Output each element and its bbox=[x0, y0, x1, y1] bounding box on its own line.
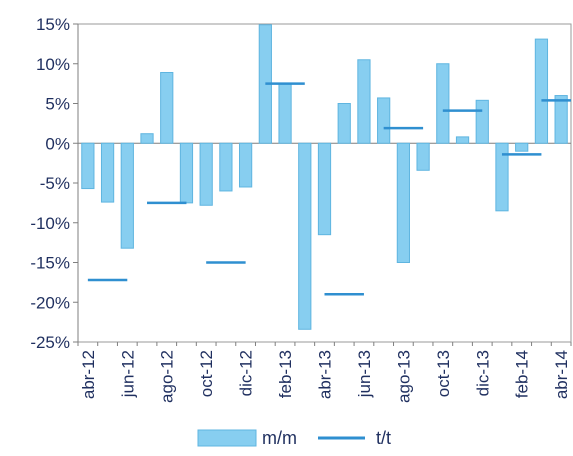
x-tick-label: abr-12 bbox=[79, 350, 98, 399]
bar-mm bbox=[377, 97, 391, 144]
bar-mm bbox=[416, 142, 430, 171]
line-series-tt bbox=[87, 82, 571, 296]
y-tick-label: 5% bbox=[45, 95, 70, 114]
bar-mm bbox=[534, 38, 549, 144]
y-tick-label: -25% bbox=[30, 333, 70, 352]
bar-mm bbox=[278, 83, 292, 144]
bar-mm bbox=[160, 71, 174, 144]
x-tick-label: oct-13 bbox=[434, 350, 453, 397]
bar-mm bbox=[455, 136, 470, 144]
y-tick-label: -20% bbox=[30, 293, 70, 312]
bar-mm bbox=[317, 142, 332, 236]
legend-label-tt: t/t bbox=[376, 428, 391, 448]
bar-mm bbox=[298, 142, 312, 330]
x-tick-label: jun-13 bbox=[355, 350, 374, 398]
bar-series-mm bbox=[81, 24, 568, 330]
bar-mm bbox=[81, 142, 95, 190]
x-tick-label: ago-13 bbox=[394, 350, 413, 403]
bar-mm bbox=[357, 59, 371, 144]
bar-mm bbox=[239, 142, 253, 188]
y-tick-label: 0% bbox=[45, 134, 70, 153]
bar-mm bbox=[337, 103, 351, 144]
y-tick-label: 15% bbox=[36, 15, 70, 34]
x-axis: abr-12 jun-12 ago-12 oct-12 dic-12 feb-13 abr-… bbox=[77, 342, 572, 403]
y-tick-label: -5% bbox=[40, 174, 70, 193]
legend-label-mm: m/m bbox=[262, 428, 297, 448]
bar-mm bbox=[120, 142, 134, 249]
y-tick-label: 10% bbox=[36, 55, 70, 74]
bar-mm bbox=[475, 99, 489, 144]
x-tick-label: ago-12 bbox=[158, 350, 177, 403]
bar-mm bbox=[495, 142, 509, 212]
bar-mm bbox=[515, 142, 529, 152]
bar-mm bbox=[396, 142, 410, 263]
legend: m/m t/t bbox=[197, 428, 391, 448]
y-tick-label: -10% bbox=[30, 214, 70, 233]
legend-swatch-mm bbox=[197, 429, 257, 447]
bar-mm bbox=[554, 95, 568, 144]
bar-mm bbox=[179, 142, 194, 204]
x-tick-label: dic-12 bbox=[237, 350, 256, 396]
x-tick-label: abr-14 bbox=[552, 350, 571, 399]
x-tick-label: abr-13 bbox=[316, 350, 335, 399]
x-tick-label: feb-14 bbox=[513, 350, 532, 398]
bar-mm bbox=[199, 142, 213, 206]
bar-mm bbox=[100, 142, 115, 203]
x-tick-label: dic-13 bbox=[473, 350, 492, 396]
bar-mm bbox=[436, 63, 450, 144]
bar-mm bbox=[219, 142, 233, 192]
x-tick-label: jun-12 bbox=[118, 350, 137, 398]
y-tick-label: -15% bbox=[30, 254, 70, 273]
bar-mm bbox=[140, 133, 154, 144]
x-tick-label: feb-13 bbox=[276, 350, 295, 398]
y-axis: 15% 10% 5% 0% -5% -10% -15% -20% -25% bbox=[30, 15, 571, 352]
x-tick-label: oct-12 bbox=[197, 350, 216, 397]
